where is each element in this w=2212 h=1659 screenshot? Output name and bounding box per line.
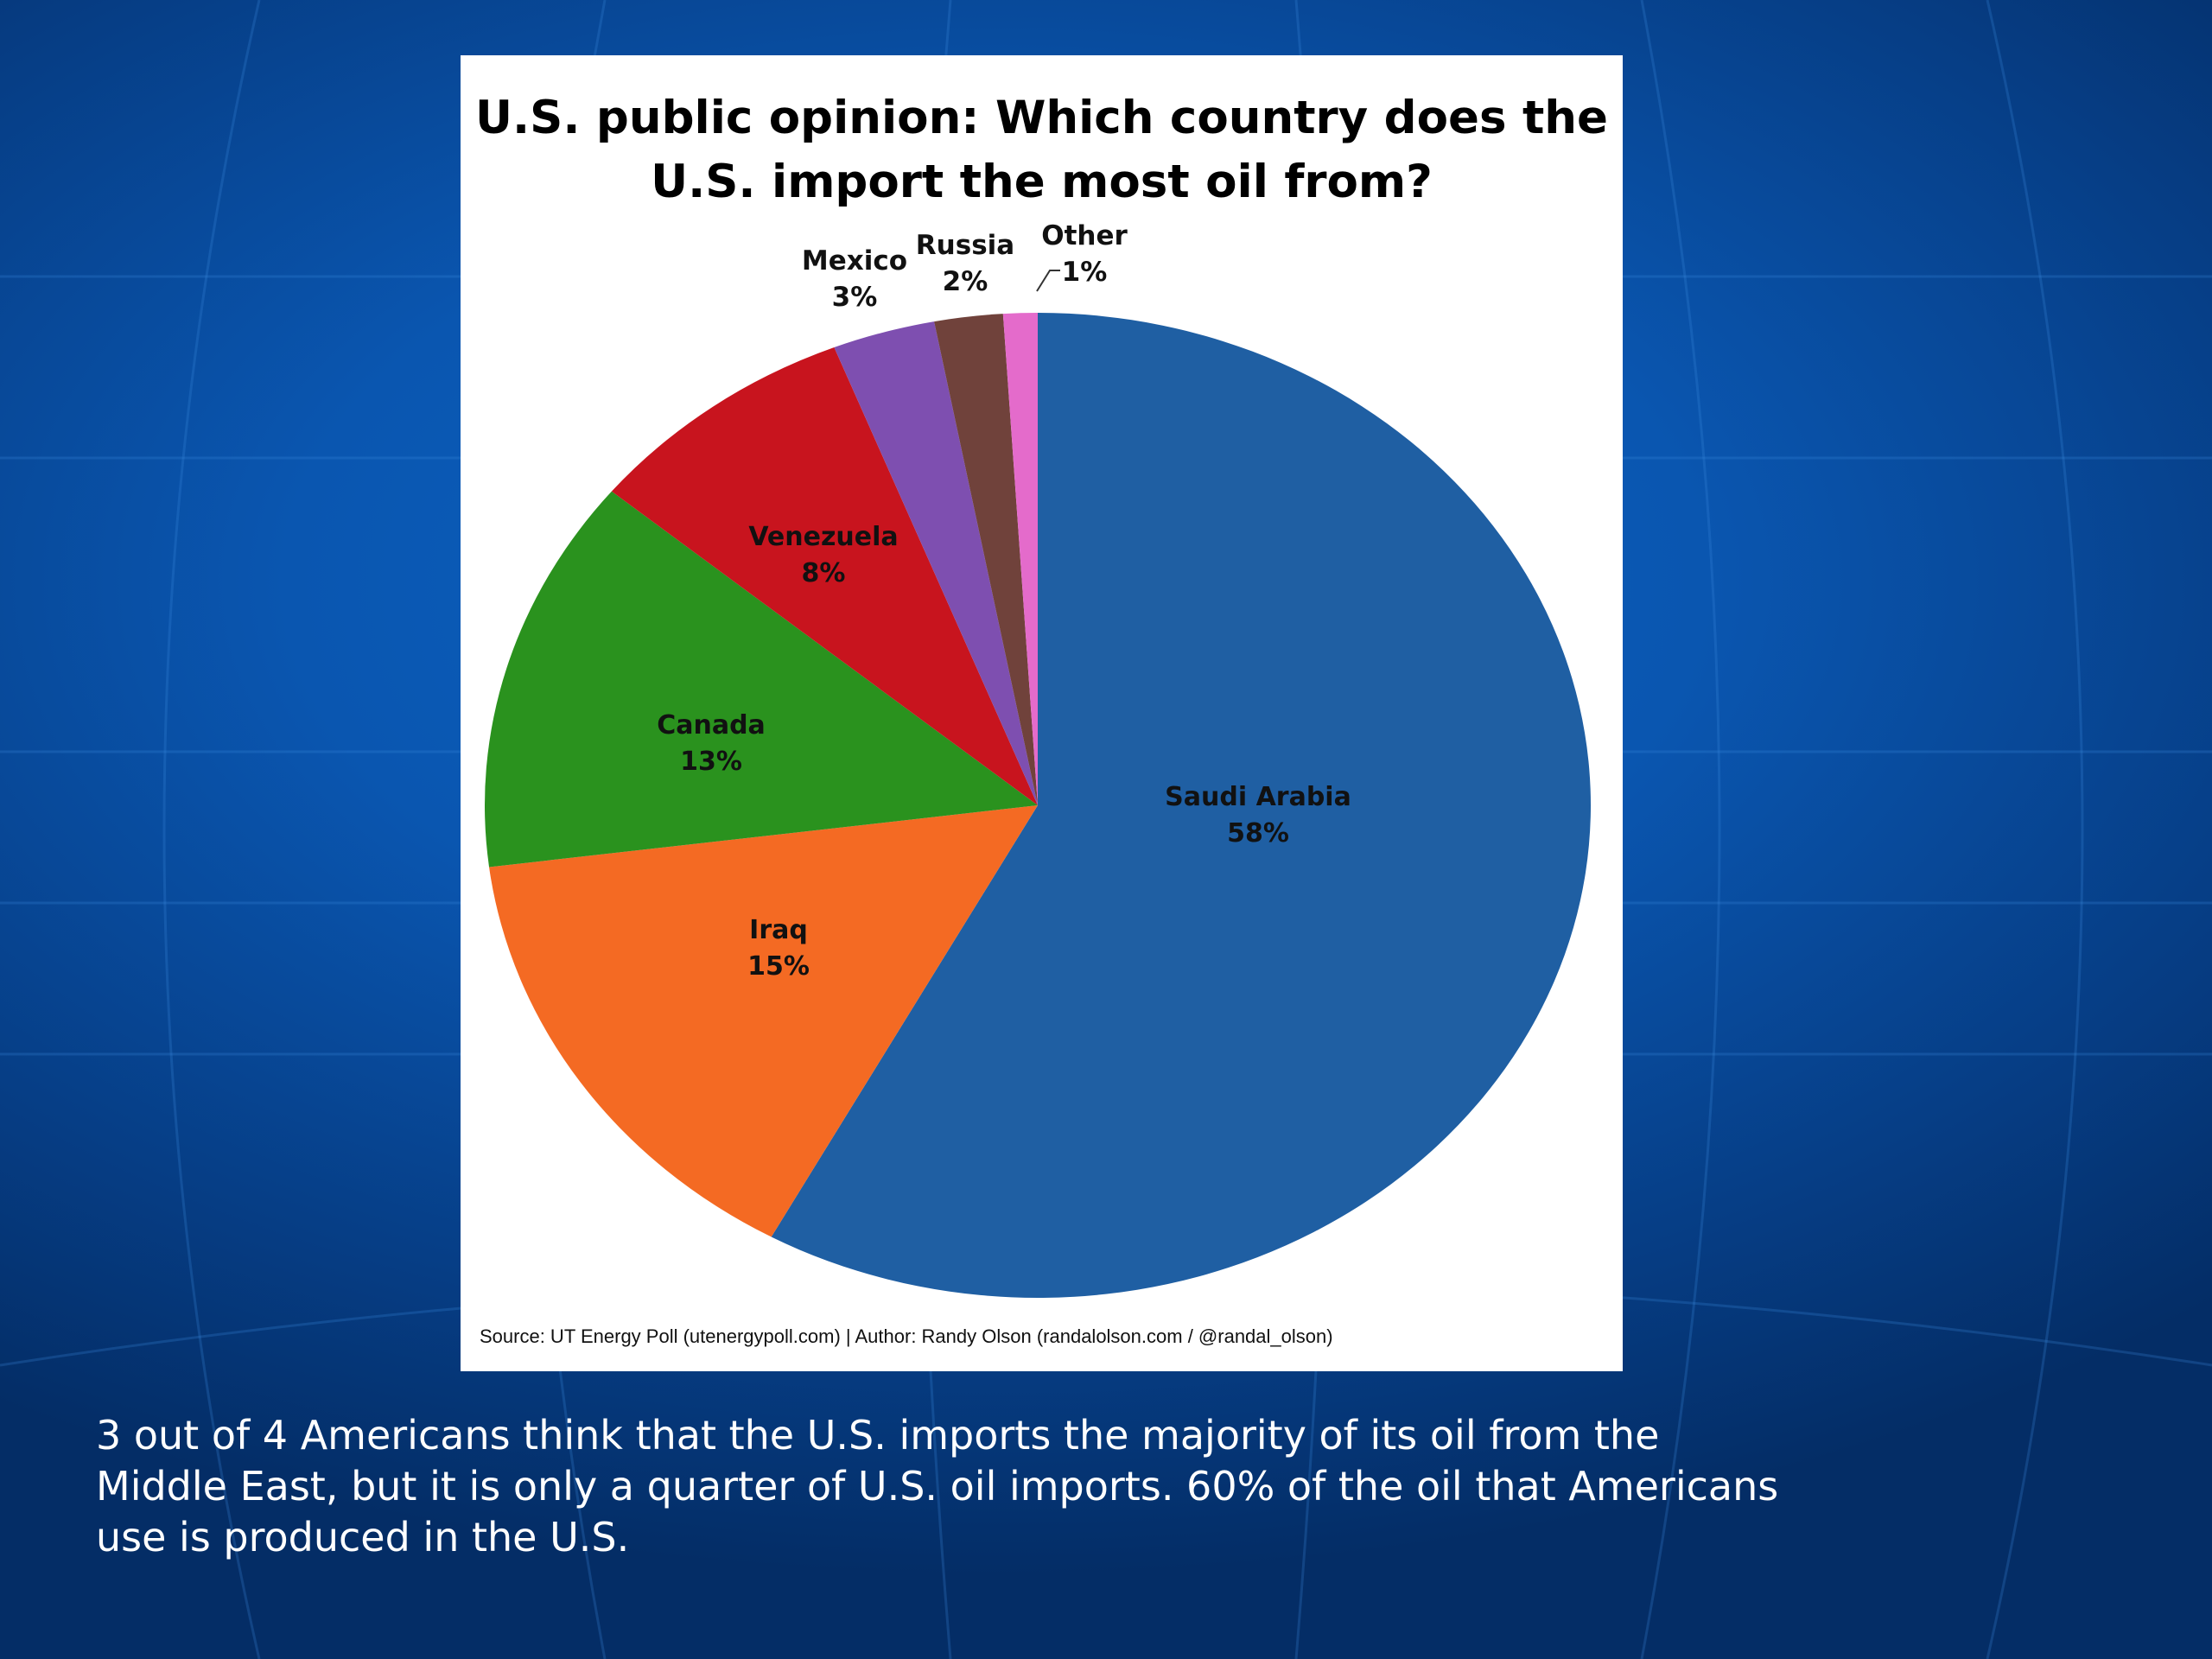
- chart-title-line1: U.S. public opinion: Which country does …: [475, 92, 1608, 144]
- slice-label-russia: Russia 2%: [916, 230, 1014, 297]
- leader-line-other: [1036, 270, 1060, 292]
- slice-label-name: Saudi Arabia: [1165, 782, 1351, 812]
- pie-slice-iraq: [489, 805, 1038, 1237]
- slice-label-saudi-arabia: Saudi Arabia 58%: [1165, 782, 1351, 849]
- slice-label-name: Mexico: [802, 245, 907, 276]
- slice-label-name: Other: [1041, 220, 1128, 251]
- slice-label-mexico: Mexico 3%: [802, 245, 907, 313]
- pie-slice-venezuela: [611, 347, 1038, 805]
- slice-label-value: 2%: [943, 266, 988, 297]
- slice-label-iraq: Iraq 15%: [747, 915, 810, 982]
- slice-label-name: Russia: [916, 230, 1014, 261]
- slice-label-name: Venezuela: [748, 522, 898, 552]
- chart-source: Source: UT Energy Poll (utenergypoll.com…: [480, 1325, 1333, 1347]
- slide-caption: 3 out of 4 Americans think that the U.S.…: [96, 1410, 2083, 1563]
- caption-line3: use is produced in the U.S.: [96, 1514, 630, 1560]
- slice-label-value: 3%: [832, 282, 878, 313]
- slice-label-venezuela: Venezuela 8%: [748, 522, 898, 588]
- slice-label-canada: Canada 13%: [657, 710, 766, 777]
- chart-card: Saudi Arabia 58% Iraq 15% Canada 13% Venezuela…: [461, 55, 1623, 1371]
- slice-label-value: 8%: [802, 558, 846, 588]
- slice-label-name: Canada: [657, 710, 766, 741]
- caption-line1: 3 out of 4 Americans think that the U.S.…: [96, 1412, 1660, 1459]
- pie-chart: Saudi Arabia 58% Iraq 15% Canada 13% Venezuela…: [485, 220, 1591, 1298]
- slice-label-value: 15%: [747, 951, 810, 982]
- slice-label-value: 13%: [680, 747, 742, 777]
- pie-slice-other: [1002, 313, 1038, 805]
- pie-slice-mexico: [834, 321, 1038, 805]
- slice-label-name: Iraq: [749, 915, 808, 945]
- pie-slice-russia: [934, 314, 1038, 805]
- chart-title: U.S. public opinion: Which country does …: [461, 86, 1623, 214]
- slice-label-other: Other 1%: [1041, 220, 1128, 288]
- pie-slice-saudi-arabia: [771, 313, 1591, 1298]
- slice-label-value: 58%: [1227, 818, 1289, 849]
- chart-title-line2: U.S. import the most oil from?: [651, 156, 1433, 208]
- slice-label-value: 1%: [1062, 257, 1108, 288]
- pie-slice-canada: [485, 491, 1038, 868]
- caption-line2: Middle East, but it is only a quarter of…: [96, 1463, 1779, 1510]
